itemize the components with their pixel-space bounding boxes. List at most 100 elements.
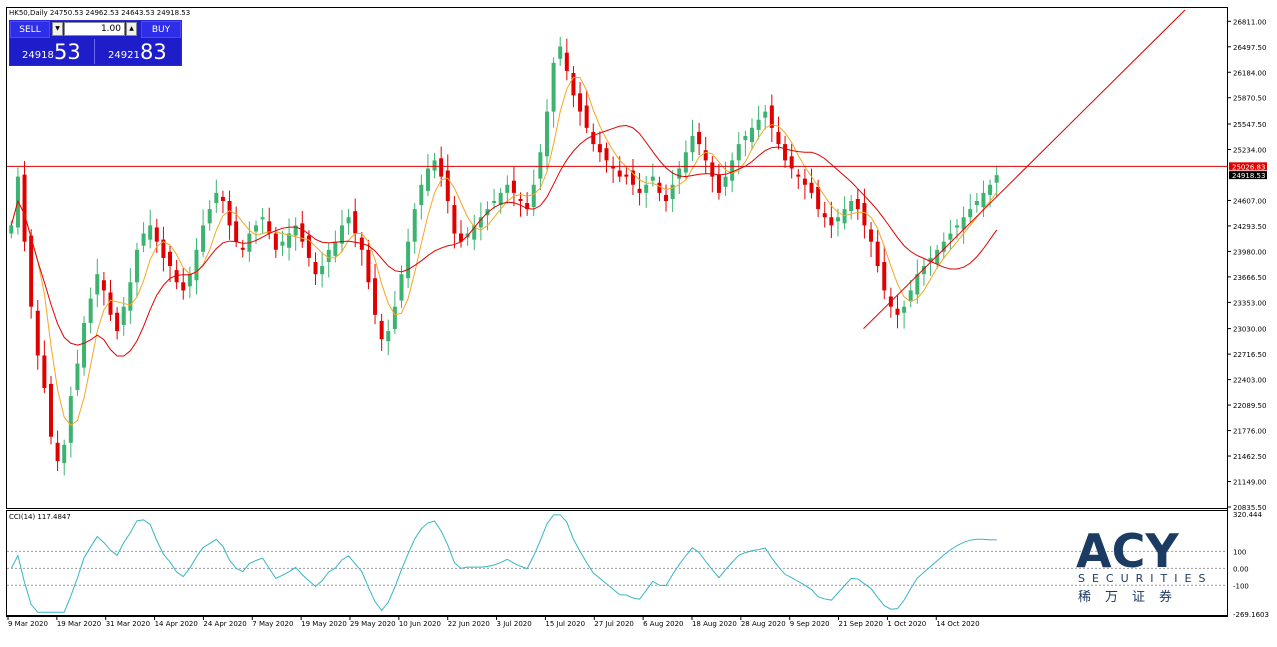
candle-body bbox=[134, 249, 139, 283]
candle-body bbox=[644, 184, 649, 193]
candle-body bbox=[716, 174, 721, 193]
lot-decrease-arrow-icon[interactable]: ▼ bbox=[52, 22, 63, 36]
candle-body bbox=[505, 184, 510, 193]
candle-body bbox=[882, 261, 887, 291]
candle-body bbox=[650, 176, 655, 181]
candle-body bbox=[439, 158, 444, 177]
buy-price-small: 24921 bbox=[108, 50, 140, 61]
cci-tick-label: 0.00 bbox=[1233, 565, 1249, 573]
candle-body bbox=[412, 209, 417, 242]
candle-body bbox=[763, 111, 768, 118]
acy-securities-logo: ACY SECURITIES 稀万证券 bbox=[1074, 524, 1205, 607]
price-tick-label: 20835.50 bbox=[1233, 504, 1266, 512]
candle-body bbox=[683, 152, 688, 173]
candle-body bbox=[776, 131, 781, 145]
sell-price-box[interactable]: 24918 53 bbox=[10, 39, 95, 64]
buy-button[interactable]: BUY bbox=[141, 21, 181, 38]
candle-body bbox=[955, 225, 960, 228]
candle-body bbox=[750, 127, 754, 143]
lot-size-input[interactable] bbox=[64, 22, 125, 36]
candle-body bbox=[75, 363, 80, 390]
level-price-marker bbox=[1229, 162, 1267, 171]
candle-body bbox=[214, 192, 219, 204]
time-tick-label: 18 Aug 2020 bbox=[692, 620, 737, 628]
lot-increase-arrow-icon[interactable]: ▲ bbox=[126, 22, 137, 36]
candle-body bbox=[459, 233, 464, 242]
cci-tick-label: 100 bbox=[1233, 548, 1246, 556]
time-tick-label: 14 Apr 2020 bbox=[155, 620, 198, 628]
time-tick-label: 21 Sep 2020 bbox=[839, 620, 883, 628]
time-tick-label: 10 Jun 2020 bbox=[399, 620, 441, 628]
sell-button[interactable]: SELL bbox=[10, 21, 50, 38]
cci-indicator: 320.444 100 0.00 -100 -269.1603 bbox=[7, 511, 1269, 619]
candle-body bbox=[432, 160, 437, 171]
cci-tick-label: -269.1603 bbox=[1233, 611, 1269, 619]
candle-body bbox=[406, 241, 411, 279]
candle-body bbox=[961, 217, 966, 230]
candle-body bbox=[723, 176, 728, 187]
candle-body bbox=[254, 225, 258, 232]
candles bbox=[9, 36, 999, 476]
candle-body bbox=[921, 266, 926, 275]
time-tick-label: 9 Sep 2020 bbox=[790, 620, 830, 628]
candle-body bbox=[902, 306, 907, 313]
candle-body bbox=[968, 209, 973, 218]
time-axis: 9 Mar 2020 19 Mar 2020 31 Mar 2020 14 Apr 2… bbox=[7, 616, 980, 628]
candle-body bbox=[743, 135, 748, 141]
candle-body bbox=[664, 194, 669, 202]
price-tick-label: 23353.00 bbox=[1233, 299, 1266, 307]
logo-chinese-name: 稀万证券 bbox=[1078, 590, 1187, 605]
candle-body bbox=[941, 241, 946, 252]
candle-body bbox=[756, 119, 761, 130]
candle-body bbox=[670, 184, 675, 199]
candle-body bbox=[445, 170, 450, 202]
cci-tick-label: 320.444 bbox=[1233, 511, 1262, 519]
price-tick-label: 25234.00 bbox=[1233, 146, 1266, 154]
moving-averages bbox=[10, 76, 998, 427]
candle-body bbox=[915, 274, 920, 295]
logo-main-text: ACY bbox=[1076, 527, 1179, 572]
candle-body bbox=[168, 251, 173, 267]
candle-body bbox=[366, 249, 371, 283]
candle-body bbox=[564, 52, 569, 71]
candle-body bbox=[518, 198, 523, 202]
candle-body bbox=[353, 211, 358, 234]
candle-body bbox=[690, 135, 695, 153]
buy-price-box[interactable]: 24921 83 bbox=[96, 39, 180, 64]
price-tick-label: 26497.50 bbox=[1233, 44, 1266, 52]
candle-body bbox=[379, 320, 384, 340]
time-tick-label: 28 Aug 2020 bbox=[741, 620, 786, 628]
candle-body bbox=[234, 221, 239, 242]
candle-body bbox=[802, 178, 807, 185]
ma-slow-line bbox=[10, 125, 998, 357]
time-tick-label: 19 Mar 2020 bbox=[57, 620, 101, 628]
symbol-header: HK50,Daily 24750.53 24962.53 24643.53 24… bbox=[9, 9, 190, 17]
current-price-marker bbox=[1229, 171, 1267, 180]
candle-body bbox=[141, 233, 146, 246]
candle-body bbox=[346, 217, 351, 224]
time-tick-label: 7 May 2020 bbox=[252, 620, 293, 628]
candle-body bbox=[174, 270, 179, 283]
candle-body bbox=[829, 217, 834, 226]
candle-body bbox=[42, 355, 47, 388]
candle-body bbox=[492, 201, 497, 204]
candle-body bbox=[9, 225, 14, 234]
candle-body bbox=[895, 308, 900, 315]
candle-body bbox=[194, 249, 199, 281]
candle-body bbox=[22, 174, 27, 242]
candle-body bbox=[657, 182, 662, 193]
candle-body bbox=[974, 201, 979, 206]
candle-body bbox=[472, 225, 477, 240]
candle-body bbox=[994, 175, 999, 183]
trendline[interactable] bbox=[863, 9, 1186, 329]
candle-body bbox=[730, 160, 735, 181]
candle-body bbox=[227, 201, 232, 226]
candle-body bbox=[835, 217, 840, 222]
candle-body bbox=[624, 174, 629, 177]
candle-body bbox=[68, 396, 73, 443]
candle-body bbox=[128, 282, 133, 311]
candle-body bbox=[313, 261, 318, 275]
price-tick-label: 21149.00 bbox=[1233, 479, 1266, 487]
